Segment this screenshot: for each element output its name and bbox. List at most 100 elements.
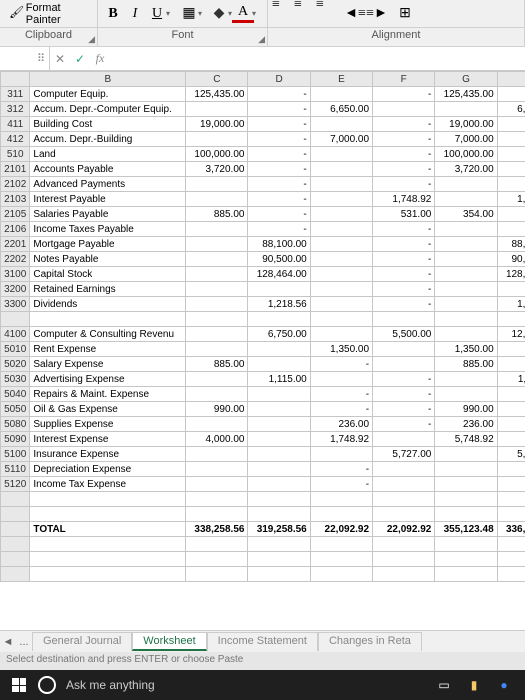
- cell[interactable]: [310, 207, 372, 222]
- cell[interactable]: 3,720.00: [186, 162, 248, 177]
- cell[interactable]: 100,000.00: [186, 147, 248, 162]
- cell[interactable]: [248, 357, 310, 372]
- cell[interactable]: 88,100.00: [497, 237, 525, 252]
- cell[interactable]: [497, 537, 525, 552]
- cell[interactable]: [497, 87, 525, 102]
- cell[interactable]: -: [373, 87, 435, 102]
- cell[interactable]: [373, 492, 435, 507]
- cell[interactable]: -: [248, 207, 310, 222]
- cell[interactable]: [310, 327, 372, 342]
- column-header-D[interactable]: D: [248, 72, 310, 87]
- cell[interactable]: -: [373, 372, 435, 387]
- bold-button[interactable]: B: [102, 3, 124, 25]
- cell[interactable]: Capital Stock: [30, 267, 186, 282]
- dialog-launcher-icon[interactable]: ◢: [88, 34, 95, 45]
- cell[interactable]: [30, 492, 186, 507]
- cell[interactable]: 1,748.92: [310, 432, 372, 447]
- cell[interactable]: [186, 492, 248, 507]
- cell[interactable]: [373, 312, 435, 327]
- cell[interactable]: -: [248, 87, 310, 102]
- cell[interactable]: [186, 372, 248, 387]
- row-header[interactable]: 2102: [1, 177, 30, 192]
- cell[interactable]: [435, 552, 497, 567]
- cell[interactable]: -: [497, 132, 525, 147]
- cell[interactable]: 1,748.92: [497, 192, 525, 207]
- cell[interactable]: 1,115.00: [497, 372, 525, 387]
- font-color-button[interactable]: A: [232, 5, 254, 23]
- cell[interactable]: [186, 342, 248, 357]
- cell[interactable]: [186, 552, 248, 567]
- cell[interactable]: -: [373, 252, 435, 267]
- cell[interactable]: 90,500.00: [497, 252, 525, 267]
- cell[interactable]: 5,500.00: [373, 327, 435, 342]
- cell[interactable]: Notes Payable: [30, 252, 186, 267]
- cell[interactable]: 236.00: [310, 417, 372, 432]
- cell[interactable]: [497, 417, 525, 432]
- cell[interactable]: [248, 402, 310, 417]
- cell[interactable]: [310, 552, 372, 567]
- cell[interactable]: [248, 477, 310, 492]
- cell[interactable]: [186, 447, 248, 462]
- cell[interactable]: [30, 567, 186, 582]
- cell[interactable]: Mortgage Payable: [30, 237, 186, 252]
- cell[interactable]: -: [310, 462, 372, 477]
- cell[interactable]: Supplies Expense: [30, 417, 186, 432]
- cell[interactable]: 5,748.92: [435, 432, 497, 447]
- cell[interactable]: [310, 507, 372, 522]
- cell[interactable]: 19,000.00: [186, 117, 248, 132]
- row-header[interactable]: [1, 492, 30, 507]
- cell[interactable]: [310, 117, 372, 132]
- cell[interactable]: -: [497, 117, 525, 132]
- cell[interactable]: [497, 402, 525, 417]
- cell[interactable]: [373, 342, 435, 357]
- cell[interactable]: [248, 492, 310, 507]
- cell[interactable]: [497, 387, 525, 402]
- cell[interactable]: [435, 327, 497, 342]
- row-header[interactable]: 411: [1, 117, 30, 132]
- cell[interactable]: Salary Expense: [30, 357, 186, 372]
- row-header[interactable]: [1, 312, 30, 327]
- cell[interactable]: Income Tax Expense: [30, 477, 186, 492]
- row-header[interactable]: 510: [1, 147, 30, 162]
- cell[interactable]: -: [310, 357, 372, 372]
- cell[interactable]: [435, 177, 497, 192]
- cell[interactable]: [373, 537, 435, 552]
- task-view-icon[interactable]: ▭: [435, 676, 453, 694]
- cell[interactable]: [497, 282, 525, 297]
- cell[interactable]: 5,727.00: [497, 447, 525, 462]
- cell[interactable]: Computer Equip.: [30, 87, 186, 102]
- row-header[interactable]: 3300: [1, 297, 30, 312]
- cell[interactable]: [373, 477, 435, 492]
- cell[interactable]: 1,350.00: [435, 342, 497, 357]
- cell[interactable]: [186, 102, 248, 117]
- cell[interactable]: [373, 462, 435, 477]
- fill-color-button[interactable]: ◆: [208, 3, 230, 25]
- cell[interactable]: 88,100.00: [248, 237, 310, 252]
- cell[interactable]: [248, 282, 310, 297]
- cell[interactable]: Computer & Consulting Revenu: [30, 327, 186, 342]
- cell[interactable]: 5,727.00: [373, 447, 435, 462]
- cell[interactable]: [435, 222, 497, 237]
- cell[interactable]: [30, 507, 186, 522]
- row-header[interactable]: 5100: [1, 447, 30, 462]
- row-header[interactable]: 3200: [1, 282, 30, 297]
- cell[interactable]: [497, 492, 525, 507]
- cell[interactable]: [186, 537, 248, 552]
- cell[interactable]: [310, 537, 372, 552]
- row-header[interactable]: 2103: [1, 192, 30, 207]
- cell[interactable]: [373, 552, 435, 567]
- chevron-down-icon[interactable]: ▾: [166, 9, 170, 18]
- cell[interactable]: -: [248, 132, 310, 147]
- cell[interactable]: [435, 267, 497, 282]
- sheet-tab[interactable]: Income Statement: [207, 632, 318, 651]
- column-header-F[interactable]: F: [373, 72, 435, 87]
- cell[interactable]: [310, 312, 372, 327]
- row-header[interactable]: 2101: [1, 162, 30, 177]
- cell[interactable]: [435, 282, 497, 297]
- italic-button[interactable]: I: [124, 3, 146, 25]
- cell[interactable]: -: [373, 147, 435, 162]
- cell[interactable]: [186, 477, 248, 492]
- cell[interactable]: Interest Payable: [30, 192, 186, 207]
- cell[interactable]: [310, 372, 372, 387]
- cell[interactable]: [435, 192, 497, 207]
